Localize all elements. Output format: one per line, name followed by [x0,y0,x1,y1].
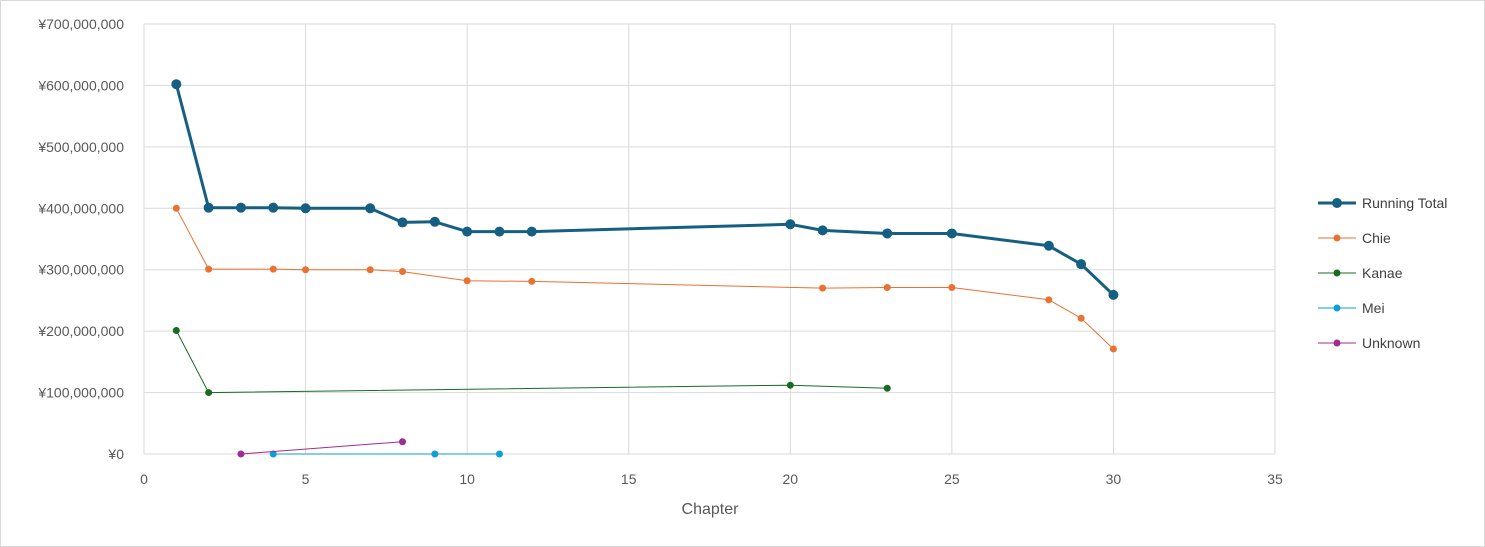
data-point-chie [819,284,827,292]
tick-labels: ¥0 ¥100,000,000 ¥200,000,000 ¥300,000,000 ¥4… [37,16,1283,487]
y-tick-label: ¥600,000,000 [37,77,124,93]
data-point-chie [1045,296,1053,304]
legend-marker [1333,339,1341,347]
data-point-running-total [1043,240,1054,251]
series-layer [171,79,1119,458]
data-point-running-total [429,216,440,227]
data-point-running-total [946,228,957,239]
data-point-kanae [172,327,180,335]
data-point-chie [948,284,956,292]
legend-entry-kanae: Kanae [1318,265,1403,281]
data-point-running-total [817,225,828,236]
x-tick-label: 0 [140,471,148,487]
data-point-running-total [785,219,796,230]
x-axis-title: Chapter [682,501,740,518]
y-tick-label: ¥700,000,000 [37,16,124,32]
x-tick-label: 5 [302,471,310,487]
legend-entry-chie: Chie [1318,230,1391,246]
legend-marker [1333,234,1341,242]
legend-marker [1332,198,1342,208]
data-point-chie [269,265,277,273]
x-tick-label: 20 [782,471,798,487]
data-point-chie [172,204,180,212]
series-line-unknown [240,441,403,455]
data-point-running-total [171,79,182,90]
x-tick-label: 35 [1267,471,1283,487]
data-point-running-total [526,226,537,237]
x-tick-label: 25 [944,471,960,487]
data-point-unknown [399,438,407,446]
y-tick-label: ¥200,000,000 [37,323,124,339]
data-point-running-total [462,226,473,237]
legend-marker [1333,269,1341,277]
legend-label: Unknown [1362,335,1420,351]
legend-label: Mei [1362,300,1385,316]
data-point-unknown [237,450,245,458]
data-point-running-total [397,217,408,228]
data-point-chie [528,277,536,285]
legend-marker [1333,304,1341,312]
legend-entry-unknown: Unknown [1318,335,1420,351]
data-point-chie [205,265,213,273]
legend: Running Total Chie Kanae Mei Unknown [1318,195,1447,351]
series-line-running-total [174,83,1115,296]
data-point-chie [399,268,407,276]
data-point-chie [1109,345,1117,353]
grid-lines [143,23,1276,455]
data-point-mei [495,450,503,458]
data-point-running-total [365,203,376,214]
series-line-chie [175,208,1114,350]
x-tick-label: 15 [621,471,637,487]
data-point-running-total [300,203,311,214]
data-point-chie [302,266,310,274]
data-point-running-total [203,202,214,213]
x-tick-label: 10 [459,471,475,487]
data-point-running-total [235,202,246,213]
y-tick-label: ¥500,000,000 [37,139,124,155]
series-line-kanae [175,330,888,394]
data-point-mei [431,450,439,458]
y-tick-label: ¥0 [107,446,124,462]
data-point-running-total [882,228,893,239]
series-kanae [172,327,891,397]
legend-entry-mei: Mei [1318,300,1385,316]
series-running-total [171,79,1119,300]
legend-label: Kanae [1362,265,1403,281]
data-point-kanae [205,389,213,397]
series-unknown [237,438,407,458]
data-point-running-total [268,202,279,213]
x-tick-label: 30 [1106,471,1122,487]
data-point-running-total [494,226,505,237]
series-mei [269,450,503,458]
data-point-kanae [786,381,794,389]
y-tick-label: ¥300,000,000 [37,262,124,278]
y-tick-label: ¥400,000,000 [37,200,124,216]
data-point-chie [366,266,374,274]
data-point-chie [463,277,471,285]
data-point-chie [1077,314,1085,322]
series-chie [172,204,1117,353]
legend-label: Running Total [1362,195,1447,211]
y-tick-label: ¥100,000,000 [37,385,124,401]
data-point-running-total [1076,259,1087,270]
legend-entry-running-total: Running Total [1318,195,1447,211]
data-point-kanae [883,384,891,392]
data-point-running-total [1108,289,1119,300]
data-point-mei [269,450,277,458]
legend-label: Chie [1362,230,1391,246]
data-point-chie [883,284,891,292]
